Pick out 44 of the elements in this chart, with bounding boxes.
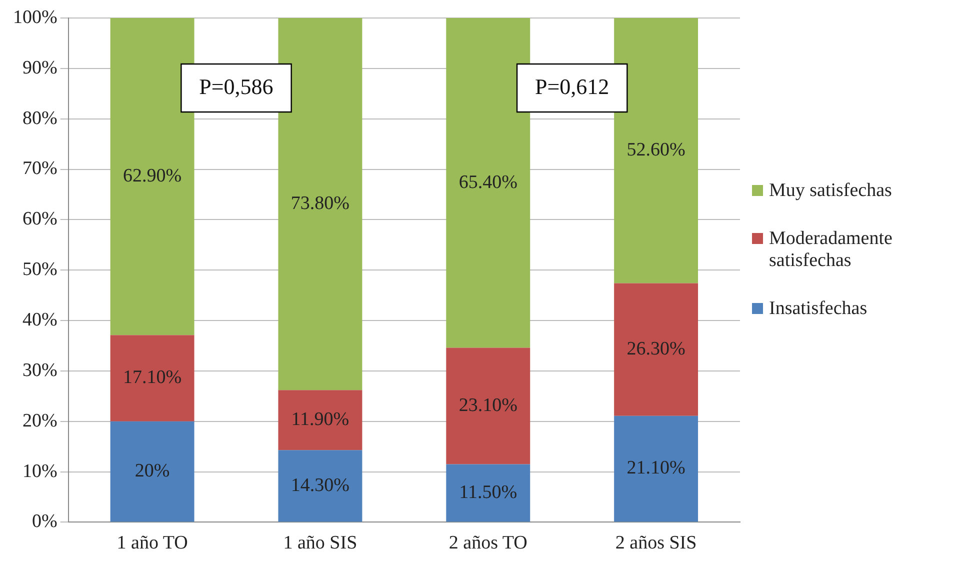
bar — [446, 348, 530, 464]
bar — [278, 390, 362, 450]
y-tick-label: 80% — [22, 108, 58, 129]
bar — [110, 335, 194, 422]
legend-label: Moderadamente satisfechas — [769, 228, 894, 272]
legend-label: Insatisfechas — [769, 298, 868, 320]
data-label: 17.10% — [122, 367, 182, 388]
bar — [110, 18, 194, 336]
x-tick-label: 2 años TO — [448, 532, 528, 554]
data-label: 21.10% — [626, 458, 686, 479]
y-tick-label: 10% — [22, 460, 58, 482]
data-label: 26.30% — [626, 338, 686, 360]
data-label: 11.50% — [459, 482, 518, 503]
bar — [446, 18, 530, 348]
bar — [278, 450, 362, 522]
annotation: P=0,586 — [199, 74, 274, 99]
data-label: 65.40% — [458, 172, 518, 193]
x-tick-label: 1 año TO — [116, 532, 188, 554]
y-tick-label: 20% — [22, 410, 58, 432]
data-label: 23.10% — [458, 394, 518, 416]
y-tick-label: 30% — [22, 360, 58, 381]
x-tick-label: 1 año SIS — [283, 532, 358, 554]
bar — [614, 283, 698, 416]
y-tick-label: 40% — [22, 310, 58, 331]
y-tick-label: 100% — [13, 6, 58, 28]
bar — [614, 416, 698, 522]
data-label: 11.90% — [291, 409, 350, 430]
bar — [278, 18, 362, 390]
bar — [614, 18, 698, 284]
data-label: 20% — [134, 460, 170, 482]
bar — [446, 464, 530, 522]
data-label: 52.60% — [626, 140, 686, 161]
y-tick-label: 50% — [22, 259, 58, 280]
data-label: 14.30% — [290, 474, 350, 496]
annotation: P=0,612 — [535, 74, 610, 99]
bar — [110, 421, 194, 522]
y-tick-label: 60% — [22, 208, 58, 230]
y-tick-label: 0% — [32, 511, 58, 532]
legend-label: Muy satisfechas — [769, 180, 892, 202]
data-label: 62.90% — [122, 166, 182, 187]
y-tick-label: 70% — [22, 158, 58, 180]
x-tick-label: 2 años SIS — [615, 532, 697, 554]
data-label: 73.80% — [290, 193, 350, 214]
y-tick-label: 90% — [22, 57, 58, 78]
